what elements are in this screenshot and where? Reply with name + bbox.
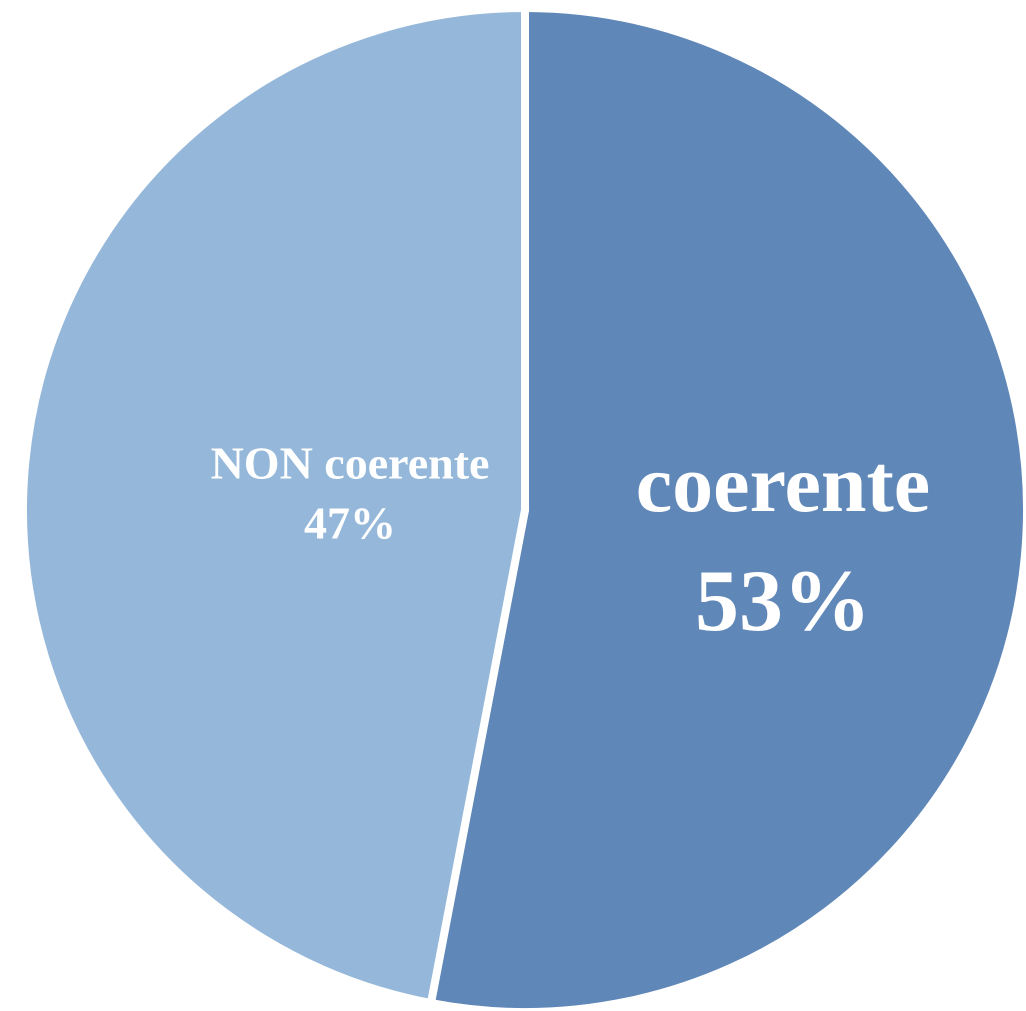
slice-value-label: 53%: [695, 553, 871, 650]
slice-label: coerente: [636, 438, 930, 529]
pie-slice: [19, 3, 529, 1008]
slice-label: NON coerente: [211, 438, 490, 489]
slice-value-label: 47%: [304, 498, 396, 549]
pie-slice: [426, 3, 1026, 1011]
